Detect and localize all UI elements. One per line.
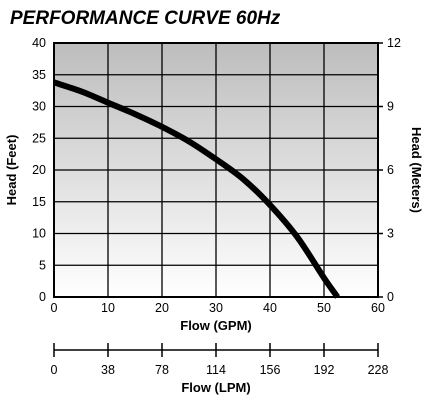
- y-tick-label-right: 6: [387, 163, 394, 177]
- left-axis-ticks: 0 5 10 15 20 25 30 35 40: [32, 36, 46, 304]
- y-tick-label-right: 0: [387, 290, 394, 304]
- lpm-tick-label: 78: [155, 363, 169, 377]
- x-tick-label: 20: [155, 301, 169, 315]
- lpm-axis-ticks: 0 38 78 114 156 192 228: [51, 343, 389, 377]
- bottom-axis-ticks: 0 10 20 30 40 50 60: [51, 301, 385, 315]
- lpm-tick-label: 228: [368, 363, 389, 377]
- lpm-tick-label: 192: [314, 363, 335, 377]
- y-tick-label-right: 9: [387, 100, 394, 114]
- y-axis-label-right: Head (Meters): [409, 127, 424, 213]
- grid-lines: [54, 43, 378, 297]
- right-axis-ticks: 0 3 6 9 12: [378, 36, 401, 304]
- x-tick-label: 40: [263, 301, 277, 315]
- y-tick-label-left: 40: [32, 36, 46, 50]
- y-tick-label-left: 0: [39, 290, 46, 304]
- performance-curve: [53, 79, 340, 299]
- x-tick-label: 50: [317, 301, 331, 315]
- y-tick-label-left: 20: [32, 163, 46, 177]
- lpm-tick-label: 38: [101, 363, 115, 377]
- y-tick-label-left: 35: [32, 68, 46, 82]
- y-tick-label-left: 5: [39, 258, 46, 272]
- x-tick-label: 60: [371, 301, 385, 315]
- x-tick-label: 10: [101, 301, 115, 315]
- lpm-tick-label: 156: [260, 363, 281, 377]
- lpm-tick-label: 114: [206, 363, 226, 377]
- x-axis-label: Flow (GPM): [180, 318, 252, 333]
- chart-title: PERFORMANCE CURVE 60Hz: [10, 8, 281, 29]
- x-tick-label: 0: [51, 301, 58, 315]
- curve-layer: [53, 79, 340, 299]
- y-tick-label-left: 10: [32, 227, 46, 241]
- x-tick-label: 30: [209, 301, 223, 315]
- lpm-tick-label: 0: [51, 363, 58, 377]
- y-tick-label-left: 30: [32, 100, 46, 114]
- y-tick-label-right: 3: [387, 227, 394, 241]
- y-axis-label-left: Head (Feet): [4, 135, 19, 206]
- lpm-axis-label: Flow (LPM): [181, 380, 250, 395]
- y-tick-label-right: 12: [387, 36, 401, 50]
- y-tick-label-left: 25: [32, 131, 46, 145]
- y-tick-label-left: 15: [32, 195, 46, 209]
